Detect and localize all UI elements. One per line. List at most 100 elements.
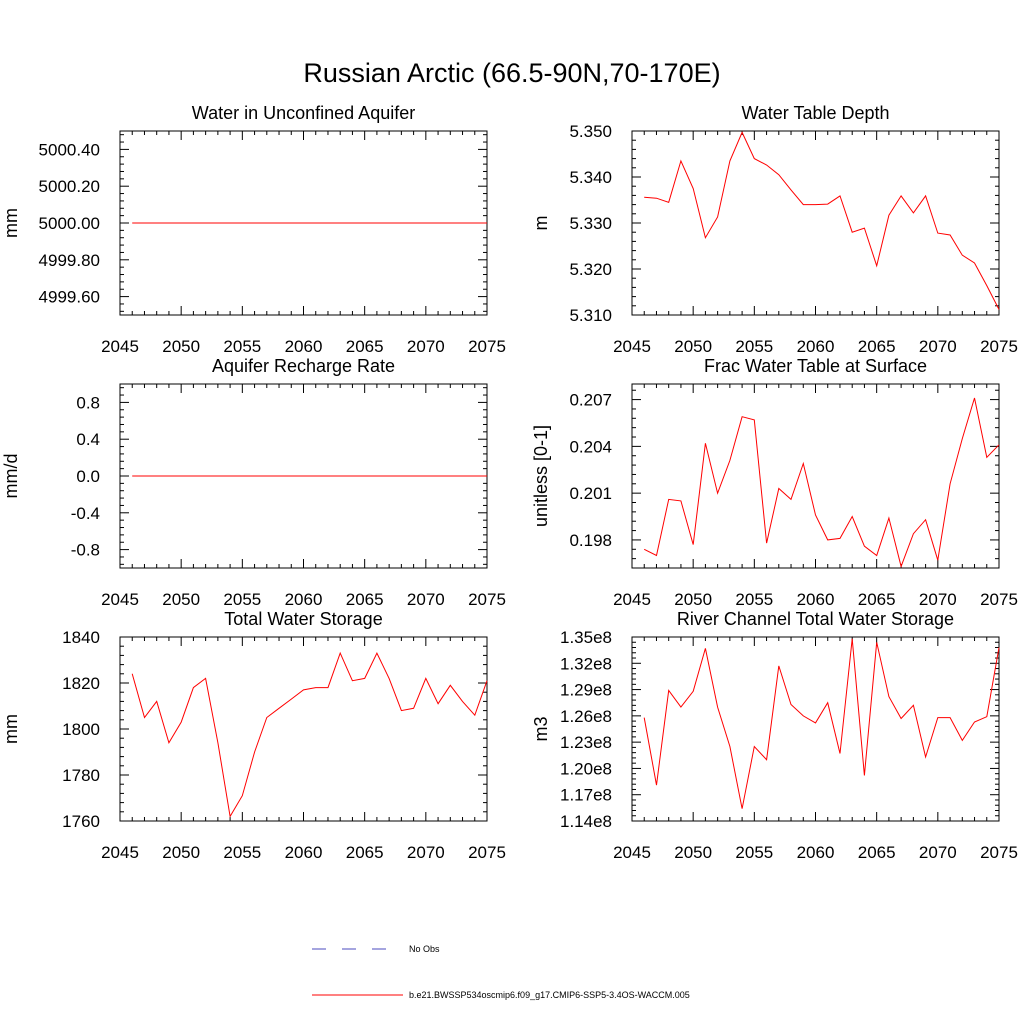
chart4-frame: [631, 383, 1000, 569]
chart6-y-tick-label: 1.32e8: [560, 654, 612, 673]
chart1-y-tick-label: 4999.80: [39, 251, 100, 270]
chart2-frame: [631, 130, 1000, 316]
chart6-y-tick-label: 1.35e8: [560, 628, 612, 647]
chart6-y-tick-label: 1.14e8: [560, 812, 612, 831]
chart1-x-tick-label: 2055: [223, 337, 261, 356]
chart5-x-tick-label: 2050: [162, 843, 200, 862]
chart6-y-axis-label: m3: [531, 716, 551, 741]
chart6-y-tick-label: 1.17e8: [560, 786, 612, 805]
chart4-x-tick-label: 2070: [919, 590, 957, 609]
chart4-frac-water-table-at-surface: Frac Water Table at Surface 2045 2050 2055 2…: [531, 356, 1018, 609]
chart5-y-tick-label: 1800: [62, 720, 100, 739]
chart1-x-tick-label: 2060: [285, 337, 323, 356]
chart5-title: Total Water Storage: [224, 609, 382, 629]
chart1-y-tick-label: 5000.20: [39, 177, 100, 196]
chart2-x-tick-label: 2075: [980, 337, 1018, 356]
chart4-y-tick-label: 0.207: [569, 391, 612, 410]
chart4-y-tick-label: 0.198: [569, 531, 612, 550]
chart6-y-tick-label: 1.29e8: [560, 681, 612, 700]
chart2-series-line: [644, 131, 1000, 310]
chart5-y-tick-label: 1780: [62, 766, 100, 785]
chart1-y-tick-label: 5000.40: [39, 140, 100, 159]
chart6-x-tick-label: 2050: [674, 843, 712, 862]
chart2-y-tick-label: 5.320: [569, 260, 612, 279]
chart4-y-tick-label: 0.201: [569, 484, 612, 503]
chart6-x-tick-label: 2070: [919, 843, 957, 862]
chart3-title: Aquifer Recharge Rate: [212, 356, 395, 376]
chart1-x-tick-label: 2070: [407, 337, 445, 356]
chart3-x-tick-label: 2055: [223, 590, 261, 609]
legend-label-no-obs: No Obs: [409, 944, 440, 954]
chart6-y-tick-label: 1.23e8: [560, 733, 612, 752]
chart5-x-tick-label: 2045: [101, 843, 139, 862]
chart2-x-tick-label: 2060: [797, 337, 835, 356]
chart4-x-tick-label: 2060: [797, 590, 835, 609]
panels: Water in Unconfined Aquifer 2045 2050 2055 2…: [1, 103, 1018, 862]
chart3-y-tick-label: 0.0: [76, 467, 100, 486]
chart2-x-tick-label: 2045: [613, 337, 651, 356]
chart2-y-axis-label: m: [531, 216, 551, 231]
legend-entry-no-obs: No Obs: [312, 944, 440, 954]
chart3-x-tick-label: 2075: [468, 590, 506, 609]
chart4-title: Frac Water Table at Surface: [704, 356, 927, 376]
chart1-x-tick-label: 2075: [468, 337, 506, 356]
chart5-series-line: [131, 651, 488, 818]
chart6-y-tick-label: 1.26e8: [560, 707, 612, 726]
chart5-y-tick-label: 1840: [62, 628, 100, 647]
chart2-y-tick-label: 5.330: [569, 214, 612, 233]
chart6-x-tick-label: 2075: [980, 843, 1018, 862]
chart1-y-tick-label: 5000.00: [39, 214, 100, 233]
chart3-y-axis-label: mm/d: [1, 454, 21, 499]
chart6-river-channel-total-water-storage: River Channel Total Water Storage 2045 205…: [531, 609, 1018, 862]
chart6-y-tick-label: 1.20e8: [560, 759, 612, 778]
chart3-x-tick-label: 2050: [162, 590, 200, 609]
chart1-x-tick-label: 2065: [346, 337, 384, 356]
chart6-frame: [631, 636, 1000, 822]
chart5-frame: [119, 636, 488, 822]
chart1-water-in-unconfined-aquifer: Water in Unconfined Aquifer 2045 2050 2055 2…: [1, 103, 506, 356]
chart1-y-tick-label: 4999.60: [39, 288, 100, 307]
chart5-x-tick-label: 2055: [223, 843, 261, 862]
chart5-x-tick-label: 2075: [468, 843, 506, 862]
chart5-x-tick-label: 2070: [407, 843, 445, 862]
chart3-y-tick-label: 0.8: [76, 393, 100, 412]
chart1-y-axis-label: mm: [1, 208, 21, 238]
chart6-x-tick-label: 2060: [797, 843, 835, 862]
chart5-x-tick-label: 2060: [285, 843, 323, 862]
chart4-x-tick-label: 2055: [735, 590, 773, 609]
chart3-x-tick-label: 2070: [407, 590, 445, 609]
chart6-title: River Channel Total Water Storage: [677, 609, 954, 629]
chart4-x-tick-label: 2075: [980, 590, 1018, 609]
chart4-y-axis-label: unitless [0-1]: [531, 425, 551, 527]
legend-entry-model-run: b.e21.BWSSP534oscmip6.f09_g17.CMIP6-SSP5…: [312, 990, 690, 1000]
chart3-aquifer-recharge-rate: Aquifer Recharge Rate 2045 2050 2055 2060 206…: [1, 356, 506, 609]
chart2-x-tick-label: 2055: [735, 337, 773, 356]
chart6-x-tick-label: 2065: [858, 843, 896, 862]
chart1-x-tick-label: 2050: [162, 337, 200, 356]
chart6-x-tick-label: 2045: [613, 843, 651, 862]
chart4-x-tick-label: 2065: [858, 590, 896, 609]
chart2-x-tick-label: 2065: [858, 337, 896, 356]
chart2-x-tick-label: 2050: [674, 337, 712, 356]
chart4-x-tick-label: 2045: [613, 590, 651, 609]
chart1-x-tick-label: 2045: [101, 337, 139, 356]
chart1-title: Water in Unconfined Aquifer: [192, 103, 415, 123]
chart3-y-tick-label: -0.8: [71, 541, 100, 560]
chart5-y-tick-label: 1760: [62, 812, 100, 831]
chart5-x-tick-label: 2065: [346, 843, 384, 862]
figure-title: Russian Arctic (66.5-90N,70-170E): [303, 58, 720, 88]
chart4-x-tick-label: 2050: [674, 590, 712, 609]
chart3-y-tick-label: -0.4: [71, 504, 100, 523]
chart2-y-tick-label: 5.340: [569, 168, 612, 187]
chart2-title: Water Table Depth: [741, 103, 889, 123]
chart3-x-tick-label: 2045: [101, 590, 139, 609]
chart5-total-water-storage: Total Water Storage 2045 2050 2055 2060 2065 2…: [1, 609, 506, 862]
chart5-y-axis-label: mm: [1, 714, 21, 744]
chart6-x-tick-label: 2055: [735, 843, 773, 862]
chart4-y-tick-label: 0.204: [569, 437, 612, 456]
chart3-x-tick-label: 2065: [346, 590, 384, 609]
chart5-y-tick-label: 1820: [62, 674, 100, 693]
legend-label-model-run: b.e21.BWSSP534oscmip6.f09_g17.CMIP6-SSP5…: [409, 990, 690, 1000]
chart2-x-tick-label: 2070: [919, 337, 957, 356]
